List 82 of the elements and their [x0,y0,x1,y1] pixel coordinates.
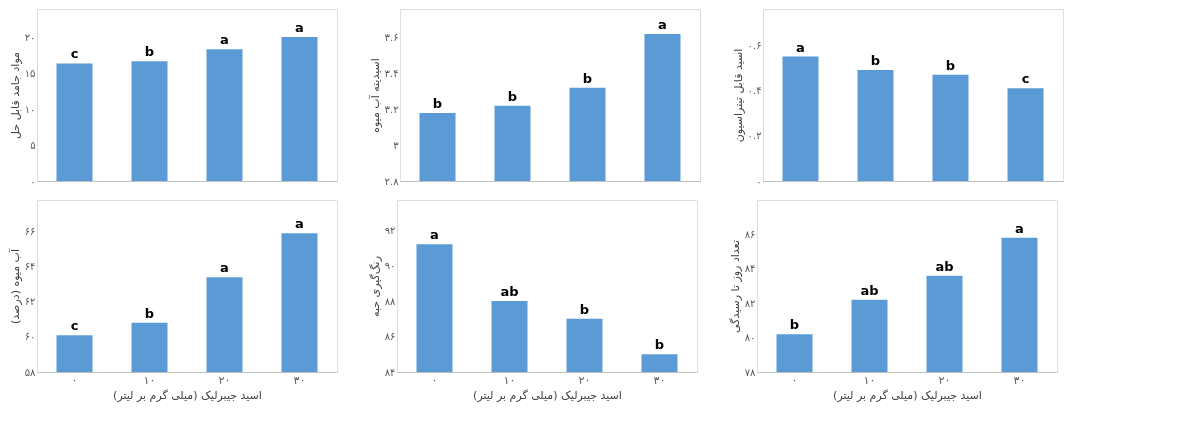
y-tick-label: ۸۶ [744,228,756,240]
annotation: ab [935,258,954,274]
annotation: a [295,216,304,232]
annotation: a [1015,220,1024,236]
y-tick-label: ۹۲ [384,224,396,236]
x-axis-title: اسید جیبرلیک (میلی گرم بر لیتر) [833,388,982,402]
y-tick-label: ۷۸ [744,366,757,378]
y-tick-label: ۸۶ [384,331,396,343]
y-tick-label: ۶۰ [24,331,36,343]
annotation: b [945,57,956,73]
x-tick-label: ۱۰ [143,373,156,387]
y-axis-title: رنگ‌گیری حبه [368,256,382,317]
annotation: a [430,227,439,243]
y-tick-label: ۲۰ [24,32,36,44]
y-tick-label: ۶۴ [24,261,36,273]
annotation: a [295,19,304,35]
x-tick-label: ۲۰ [578,373,591,387]
annotation: c [1021,71,1030,87]
annotation: b [507,88,518,104]
annotation: ab [860,282,879,298]
x-tick-label: ۳۰ [293,373,306,387]
bar [932,74,969,181]
y-tick-label: ۸۴ [384,366,396,378]
annotation: a [220,32,229,48]
annotation: b [144,305,155,321]
y-tick-label: ۰ [756,175,762,187]
y-tick-label: ۱۰ [24,103,36,115]
annotation: a [796,39,805,55]
y-tick-label: ۱۵ [24,68,36,79]
bar [1007,88,1044,181]
annotation: a [220,260,229,276]
bar [857,70,894,181]
annotation: b [582,70,593,86]
annotation: b [432,95,443,111]
annotation: b [579,301,590,317]
x-tick-label: ۰ [431,373,438,387]
y-tick-label: ۸۸ [384,295,397,307]
x-tick-label: ۱۰ [503,373,516,387]
y-axis-title: تعداد روز تا رسیدگی [728,240,742,333]
y-tick-label: ۳.۲ [384,103,399,115]
x-tick-label: ۲۰ [218,373,231,387]
y-tick-label: ۰.۴ [747,84,762,96]
y-tick-label: ۶۶ [24,226,36,238]
x-tick-label: ۲۰ [938,373,951,387]
y-tick-label: ۵ [30,139,36,151]
y-tick-label: ۳.۴ [384,68,399,79]
y-axis-title: آب میوه (درصد) [7,248,22,324]
annotation: b [789,317,800,333]
bar [131,61,168,181]
x-axis-title: اسید جیبرلیک (میلی گرم بر لیتر) [113,388,262,402]
y-tick-label: ۸۲ [744,297,756,309]
annotation: c [70,46,79,62]
x-tick-label: ۱۰ [863,373,876,387]
x-tick-label: ۰ [71,373,78,387]
x-tick-label: ۰ [791,373,798,387]
y-tick-label: ۲.۸ [384,175,400,187]
x-tick-label: ۳۰ [653,373,666,387]
annotation: a [658,17,667,33]
bar [56,63,93,181]
annotation: b [870,53,881,69]
bar [782,56,819,181]
y-axis-title: اسیدیته آب میوه [367,58,382,133]
annotation: ab [500,284,519,300]
y-tick-label: ۰ [30,175,36,187]
annotation: c [70,318,79,334]
y-tick-label: ۸۴ [744,263,756,275]
annotation: b [654,337,665,353]
bar [281,36,318,181]
y-axis-title: اسید قابل تیتراسیون [731,48,745,143]
annotation: b [144,44,155,60]
y-tick-label: ۳ [393,139,400,151]
y-axis-title: مواد جامد قابل حل [8,51,22,139]
bar [206,49,243,181]
x-axis-title: اسید جیبرلیک (میلی گرم بر لیتر) [473,388,622,402]
y-tick-label: ۵۸ [24,366,37,378]
y-tick-label: ۰.۲ [747,130,762,142]
x-tick-label: ۳۰ [1013,373,1026,387]
y-tick-label: ۸۰ [744,332,756,344]
y-tick-label: ۶۲ [24,296,36,308]
y-tick-label: ۳.۶ [384,32,399,44]
y-tick-label: ۰.۶ [747,39,762,51]
y-tick-label: ۹۰ [384,260,396,272]
